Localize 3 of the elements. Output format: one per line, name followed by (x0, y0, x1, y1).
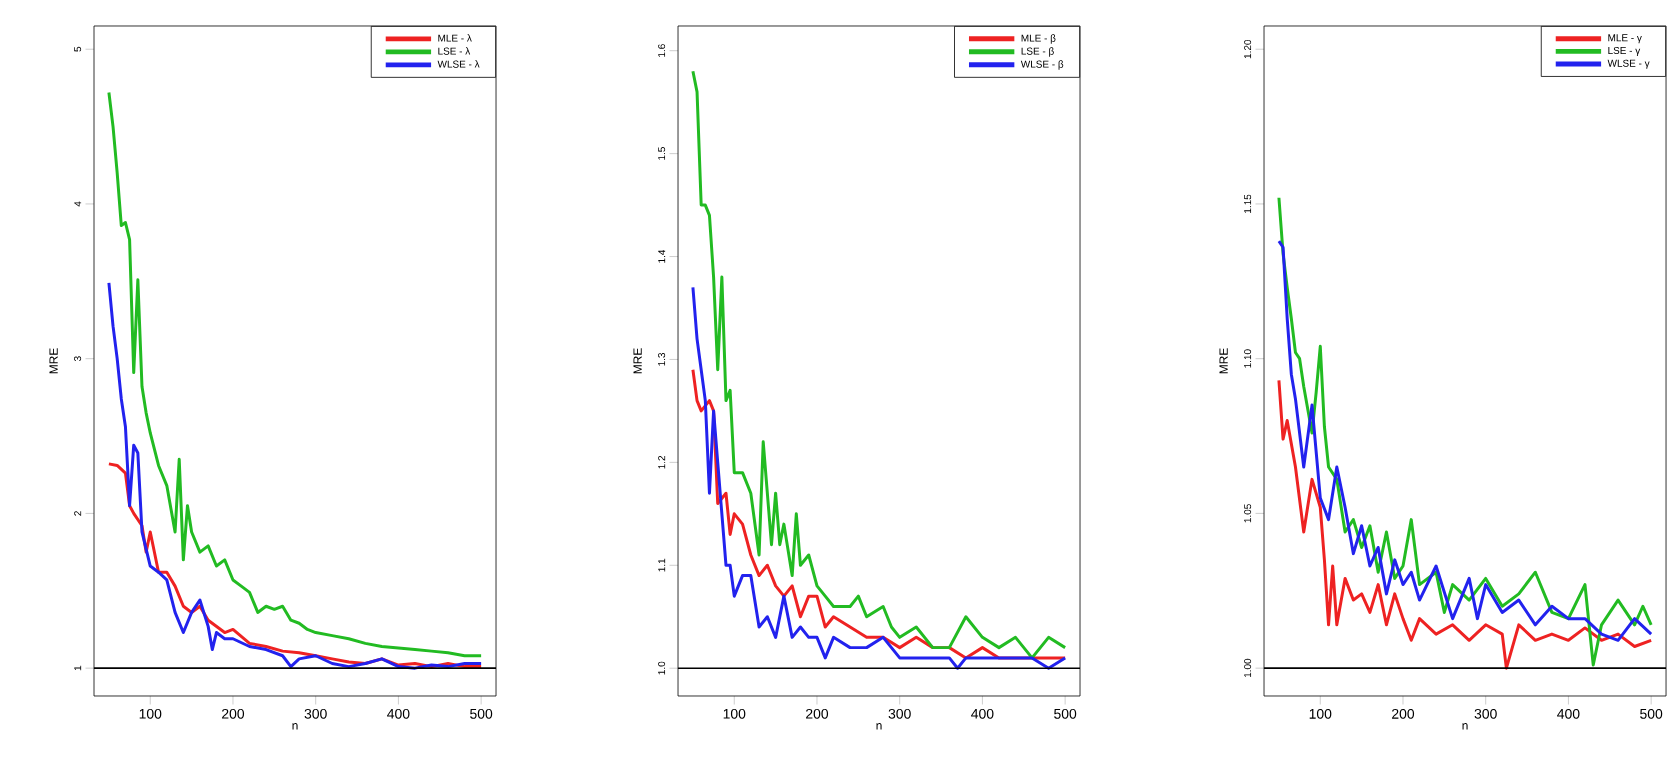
line-series (107, 281, 483, 670)
line-series (691, 69, 1067, 660)
line-series (1277, 378, 1653, 670)
